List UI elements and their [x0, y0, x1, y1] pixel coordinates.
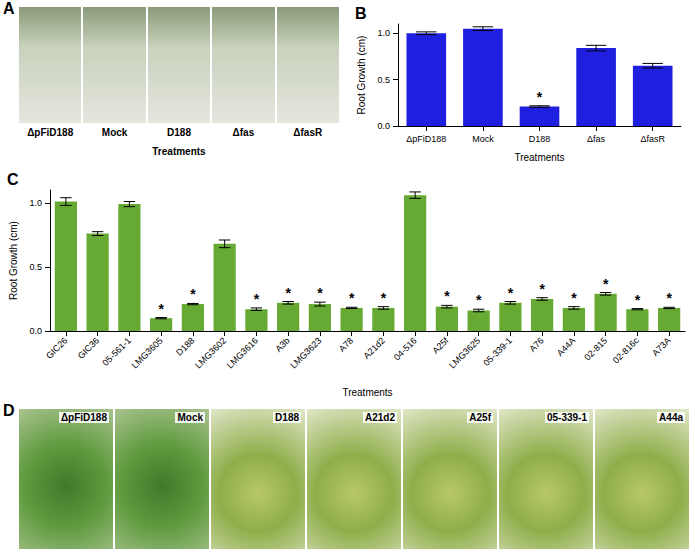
svg-text:*: * — [571, 290, 577, 306]
svg-text:1.0: 1.0 — [29, 198, 42, 208]
svg-text:Treatments: Treatments — [342, 387, 392, 398]
svg-text:0.0: 0.0 — [29, 326, 42, 336]
html-text:D: D — [3, 402, 15, 419]
svg-text:LMG3623: LMG3623 — [288, 335, 323, 370]
html-text:A44a: A44a — [659, 412, 683, 423]
svg-text:*: * — [158, 301, 164, 317]
html-text:Δfas: Δfas — [232, 127, 255, 138]
svg-text:Treatments: Treatments — [514, 152, 564, 163]
svg-text:D188: D188 — [174, 335, 196, 357]
svg-text:*: * — [603, 276, 609, 292]
svg-text:*: * — [349, 290, 355, 306]
svg-text:*: * — [666, 290, 672, 306]
svg-text:LMG3616: LMG3616 — [225, 335, 260, 370]
svg-text:Mock: Mock — [472, 134, 494, 144]
svg-text:*: * — [317, 285, 323, 301]
svg-text:*: * — [537, 89, 543, 105]
svg-text:*: * — [190, 286, 196, 302]
svg-text:*: * — [508, 285, 514, 301]
svg-text:1.0: 1.0 — [377, 28, 390, 38]
svg-text:*: * — [285, 285, 291, 301]
svg-text:B: B — [355, 5, 367, 22]
svg-text:A78: A78 — [337, 335, 355, 353]
svg-text:LMG3625: LMG3625 — [447, 335, 482, 370]
html-text:D188: D188 — [275, 412, 299, 423]
svg-text:D188: D188 — [529, 134, 551, 144]
svg-text:*: * — [476, 292, 482, 308]
svg-text:05-561-1: 05-561-1 — [100, 335, 133, 368]
svg-text:02-815: 02-815 — [582, 335, 609, 362]
svg-text:A44A: A44A — [555, 335, 578, 358]
svg-text:ΔfasR: ΔfasR — [640, 134, 665, 144]
html-text:05-339-1: 05-339-1 — [547, 412, 587, 423]
html-text:Mock: Mock — [101, 127, 128, 138]
html-text:ΔpFiD188: ΔpFiD188 — [60, 412, 107, 423]
svg-text:*: * — [444, 288, 450, 304]
html-text:ΔfasR: ΔfasR — [293, 127, 323, 138]
svg-text:02-816c: 02-816c — [611, 335, 641, 365]
svg-text:C: C — [7, 171, 19, 188]
svg-text:GIC26: GIC26 — [44, 335, 69, 360]
svg-text:Root Growth (cm): Root Growth (cm) — [8, 221, 19, 300]
html-text:A: A — [3, 0, 15, 17]
svg-text:05-339-1: 05-339-1 — [481, 335, 514, 368]
html-text:A21d2: A21d2 — [365, 412, 395, 423]
svg-text:A21d2: A21d2 — [361, 335, 386, 360]
svg-text:*: * — [254, 291, 260, 307]
html-text:D188: D188 — [167, 127, 191, 138]
svg-text:Δfas: Δfas — [587, 134, 606, 144]
svg-text:LMG3602: LMG3602 — [193, 335, 228, 370]
svg-text:04-516: 04-516 — [392, 335, 419, 362]
svg-text:A3b: A3b — [273, 335, 291, 353]
svg-text:0.0: 0.0 — [377, 121, 390, 131]
svg-text:0.5: 0.5 — [29, 262, 42, 272]
svg-text:ΔpFiD188: ΔpFiD188 — [406, 134, 446, 144]
html-text:Treatments: Treatments — [152, 146, 206, 157]
svg-text:A76: A76 — [527, 335, 545, 353]
svg-text:*: * — [635, 292, 641, 308]
svg-text:LMG3605: LMG3605 — [130, 335, 165, 370]
html-text:ΔpFiD188: ΔpFiD188 — [27, 127, 74, 138]
html-text:A25f: A25f — [469, 412, 491, 423]
svg-text:*: * — [381, 290, 387, 306]
svg-text:0.5: 0.5 — [377, 75, 390, 85]
svg-text:Root Growth (cm): Root Growth (cm) — [356, 36, 367, 115]
svg-text:A73A: A73A — [650, 335, 673, 358]
svg-text:A25f: A25f — [430, 335, 450, 355]
svg-text:GIC36: GIC36 — [76, 335, 101, 360]
svg-text:*: * — [539, 281, 545, 297]
html-text:Mock: Mock — [177, 412, 203, 423]
